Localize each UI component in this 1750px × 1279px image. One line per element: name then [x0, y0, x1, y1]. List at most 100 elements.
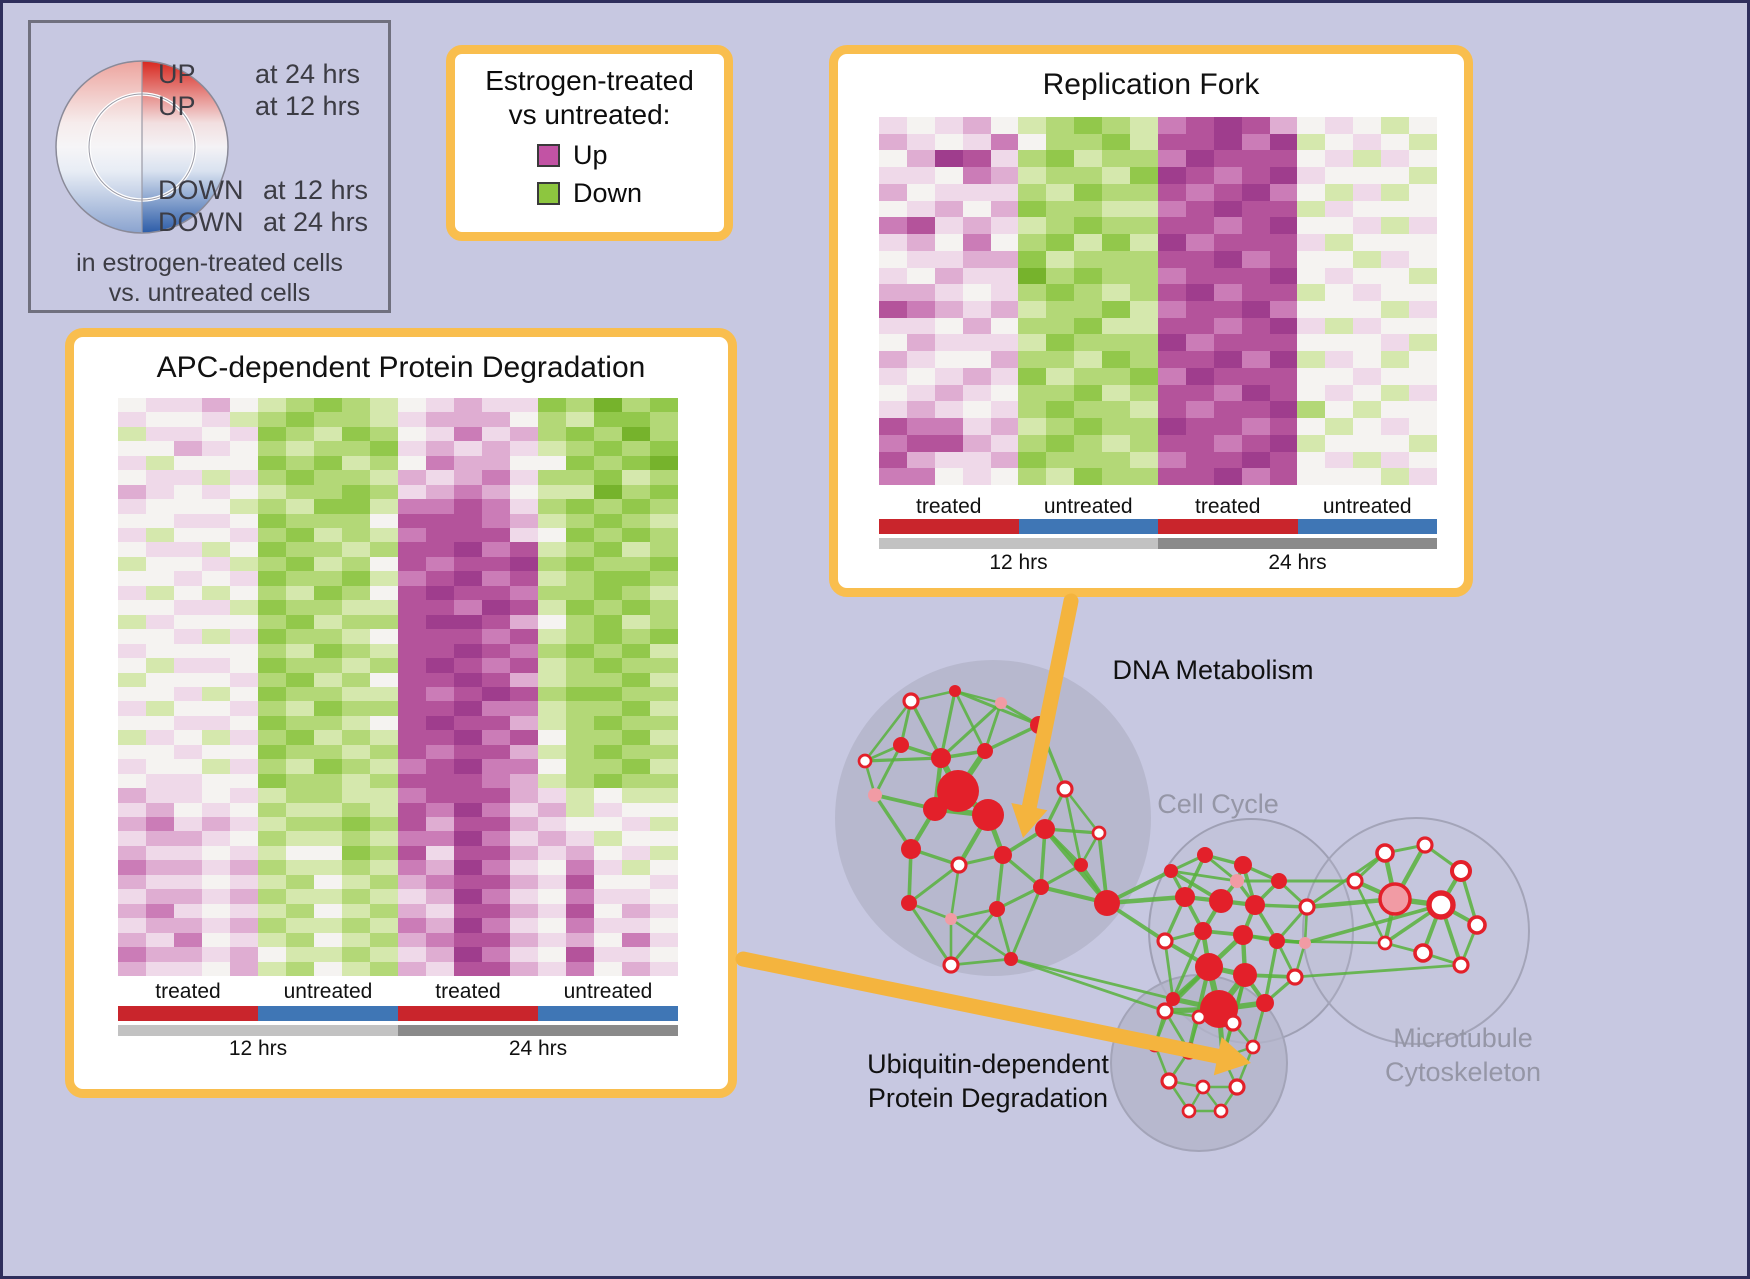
heatmap-cell	[426, 412, 454, 427]
heatmap-cell	[146, 932, 174, 948]
heatmap-cell	[962, 267, 991, 285]
heatmap-cell	[622, 802, 650, 818]
heatmap-cell	[1046, 183, 1075, 201]
heatmap-cell	[482, 686, 510, 702]
heatmap-cell	[650, 528, 678, 543]
heatmap-cell	[1185, 334, 1214, 352]
heatmap-cell	[1157, 200, 1186, 218]
heatmap-cell	[146, 744, 174, 760]
network-edge	[1275, 906, 1309, 942]
heatmap-cell	[174, 528, 202, 543]
heatmap-cell	[594, 788, 622, 803]
replication-fork-heatmap	[879, 117, 1437, 485]
heatmap-cell	[650, 658, 678, 673]
heatmap-cell	[1269, 468, 1298, 485]
heatmap-cell	[1353, 367, 1382, 385]
heatmap-cell	[482, 903, 510, 919]
heatmap-cell	[566, 961, 594, 976]
condition-bar-treated	[879, 519, 1019, 534]
heatmap-cell	[370, 614, 398, 630]
heatmap-cell	[454, 845, 482, 861]
heatmap-cell	[230, 889, 258, 904]
heatmap-cell	[230, 817, 258, 832]
heatmap-cell	[370, 470, 398, 485]
network-edge	[907, 902, 953, 966]
heatmap-cell	[454, 889, 482, 904]
heatmap-cell	[482, 571, 510, 586]
heatmap-cell	[146, 600, 174, 615]
heatmap-cell	[879, 234, 907, 251]
network-edge	[1171, 930, 1205, 1000]
network-edge	[939, 690, 957, 759]
heatmap-cell	[454, 426, 482, 442]
heatmap-cell	[1297, 401, 1326, 419]
heatmap-cell	[538, 947, 566, 962]
heatmap-cell	[594, 686, 622, 702]
heatmap-cell	[258, 672, 286, 687]
heatmap-cell	[426, 686, 454, 702]
heatmap-cell	[594, 889, 622, 904]
network-edge	[863, 760, 877, 796]
heatmap-cell	[1185, 217, 1214, 235]
heatmap-cell	[230, 455, 258, 471]
network-node	[1164, 864, 1178, 878]
heatmap-cell	[934, 133, 963, 151]
heatmap-cell	[1157, 284, 1186, 301]
heatmap-cell	[146, 398, 174, 413]
heatmap-cell	[1074, 418, 1103, 435]
heatmap-cell	[1102, 150, 1131, 168]
heatmap-cell	[962, 317, 991, 335]
heatmap-cell	[342, 571, 370, 586]
heatmap-cell	[342, 672, 370, 687]
heatmap-cell	[1018, 217, 1047, 235]
heatmap-cell	[1130, 284, 1158, 301]
heatmap-cell	[1018, 167, 1047, 184]
heatmap-cell	[1074, 150, 1103, 168]
heatmap-cell	[370, 542, 398, 557]
heatmap-cell	[1018, 300, 1047, 318]
heatmap-cell	[538, 484, 566, 500]
heatmap-cell	[398, 788, 426, 803]
heatmap-cell	[342, 629, 370, 644]
heatmap-cell	[454, 874, 482, 890]
heatmap-cell	[1297, 317, 1326, 335]
heatmap-cell	[879, 183, 907, 201]
network-edge	[1208, 964, 1246, 978]
heatmap-cell	[538, 903, 566, 919]
heatmap-cell	[622, 571, 650, 586]
heatmap-cell	[146, 643, 174, 659]
heatmap-cell	[230, 918, 258, 933]
network-edge	[907, 848, 913, 904]
heatmap-cell	[1157, 183, 1186, 201]
heatmap-cell	[342, 412, 370, 427]
heatmap-cell	[426, 759, 454, 774]
heatmap-cell	[538, 499, 566, 514]
heatmap-cell	[566, 773, 594, 789]
heatmap-cell	[146, 556, 174, 572]
heatmap-cell	[342, 947, 370, 962]
network-node	[1269, 933, 1285, 949]
heatmap-cell	[314, 398, 342, 413]
heatmap-cell	[1018, 267, 1047, 285]
network-edge	[1154, 1043, 1190, 1053]
heatmap-cell	[510, 773, 538, 789]
ring-label-up-dir: UP	[158, 59, 196, 89]
heatmap-cell	[1409, 384, 1437, 402]
network-edge	[1167, 1080, 1191, 1112]
network-edge	[1303, 906, 1309, 944]
heatmap-cell	[962, 451, 991, 469]
heatmap-cell	[314, 947, 342, 962]
heatmap-cell	[934, 351, 963, 368]
heatmap-cell	[510, 802, 538, 818]
heatmap-cell	[174, 412, 202, 427]
network-edge	[1382, 898, 1398, 944]
color-legend-title-line2: vs untreated:	[508, 99, 671, 130]
network-edge	[1222, 1045, 1254, 1059]
heatmap-cell	[1325, 351, 1354, 368]
heatmap-cell	[146, 441, 174, 456]
network-edge	[1010, 957, 1166, 1013]
heatmap-cell	[594, 744, 622, 760]
heatmap-cell	[426, 398, 454, 413]
heatmap-cell	[398, 441, 426, 456]
heatmap-cell	[622, 759, 650, 774]
